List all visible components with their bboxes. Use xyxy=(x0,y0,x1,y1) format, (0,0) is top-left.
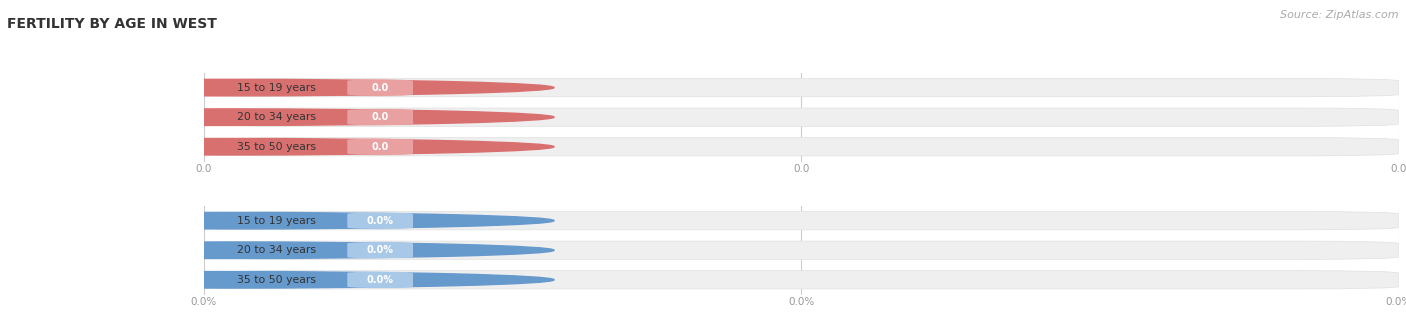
Text: FERTILITY BY AGE IN WEST: FERTILITY BY AGE IN WEST xyxy=(7,17,217,30)
FancyBboxPatch shape xyxy=(204,241,1399,260)
FancyBboxPatch shape xyxy=(342,109,419,126)
Text: 35 to 50 years: 35 to 50 years xyxy=(238,142,316,152)
Circle shape xyxy=(0,242,554,259)
FancyBboxPatch shape xyxy=(209,271,419,288)
Text: 0.0: 0.0 xyxy=(371,83,389,93)
Text: 20 to 34 years: 20 to 34 years xyxy=(238,112,316,122)
FancyBboxPatch shape xyxy=(204,78,1399,97)
FancyBboxPatch shape xyxy=(342,271,419,288)
FancyBboxPatch shape xyxy=(209,242,419,259)
Circle shape xyxy=(0,109,554,125)
FancyBboxPatch shape xyxy=(209,109,419,126)
Circle shape xyxy=(0,79,554,96)
Text: 35 to 50 years: 35 to 50 years xyxy=(238,275,316,285)
FancyBboxPatch shape xyxy=(342,212,419,229)
FancyBboxPatch shape xyxy=(209,79,419,96)
FancyBboxPatch shape xyxy=(209,212,419,229)
FancyBboxPatch shape xyxy=(204,212,1399,230)
Circle shape xyxy=(0,213,554,229)
Text: 0.0%: 0.0% xyxy=(367,216,394,226)
FancyBboxPatch shape xyxy=(209,138,419,155)
Text: 0.0%: 0.0% xyxy=(367,275,394,285)
Text: 15 to 19 years: 15 to 19 years xyxy=(238,216,316,226)
Text: 20 to 34 years: 20 to 34 years xyxy=(238,245,316,255)
FancyBboxPatch shape xyxy=(204,138,1399,156)
Text: 0.0: 0.0 xyxy=(371,112,389,122)
Text: Source: ZipAtlas.com: Source: ZipAtlas.com xyxy=(1281,10,1399,20)
FancyBboxPatch shape xyxy=(204,271,1399,289)
Circle shape xyxy=(0,271,554,288)
Circle shape xyxy=(0,138,554,155)
Text: 15 to 19 years: 15 to 19 years xyxy=(238,83,316,93)
Text: 0.0%: 0.0% xyxy=(367,245,394,255)
FancyBboxPatch shape xyxy=(342,79,419,96)
FancyBboxPatch shape xyxy=(342,138,419,155)
FancyBboxPatch shape xyxy=(204,108,1399,126)
FancyBboxPatch shape xyxy=(342,242,419,259)
Text: 0.0: 0.0 xyxy=(371,142,389,152)
